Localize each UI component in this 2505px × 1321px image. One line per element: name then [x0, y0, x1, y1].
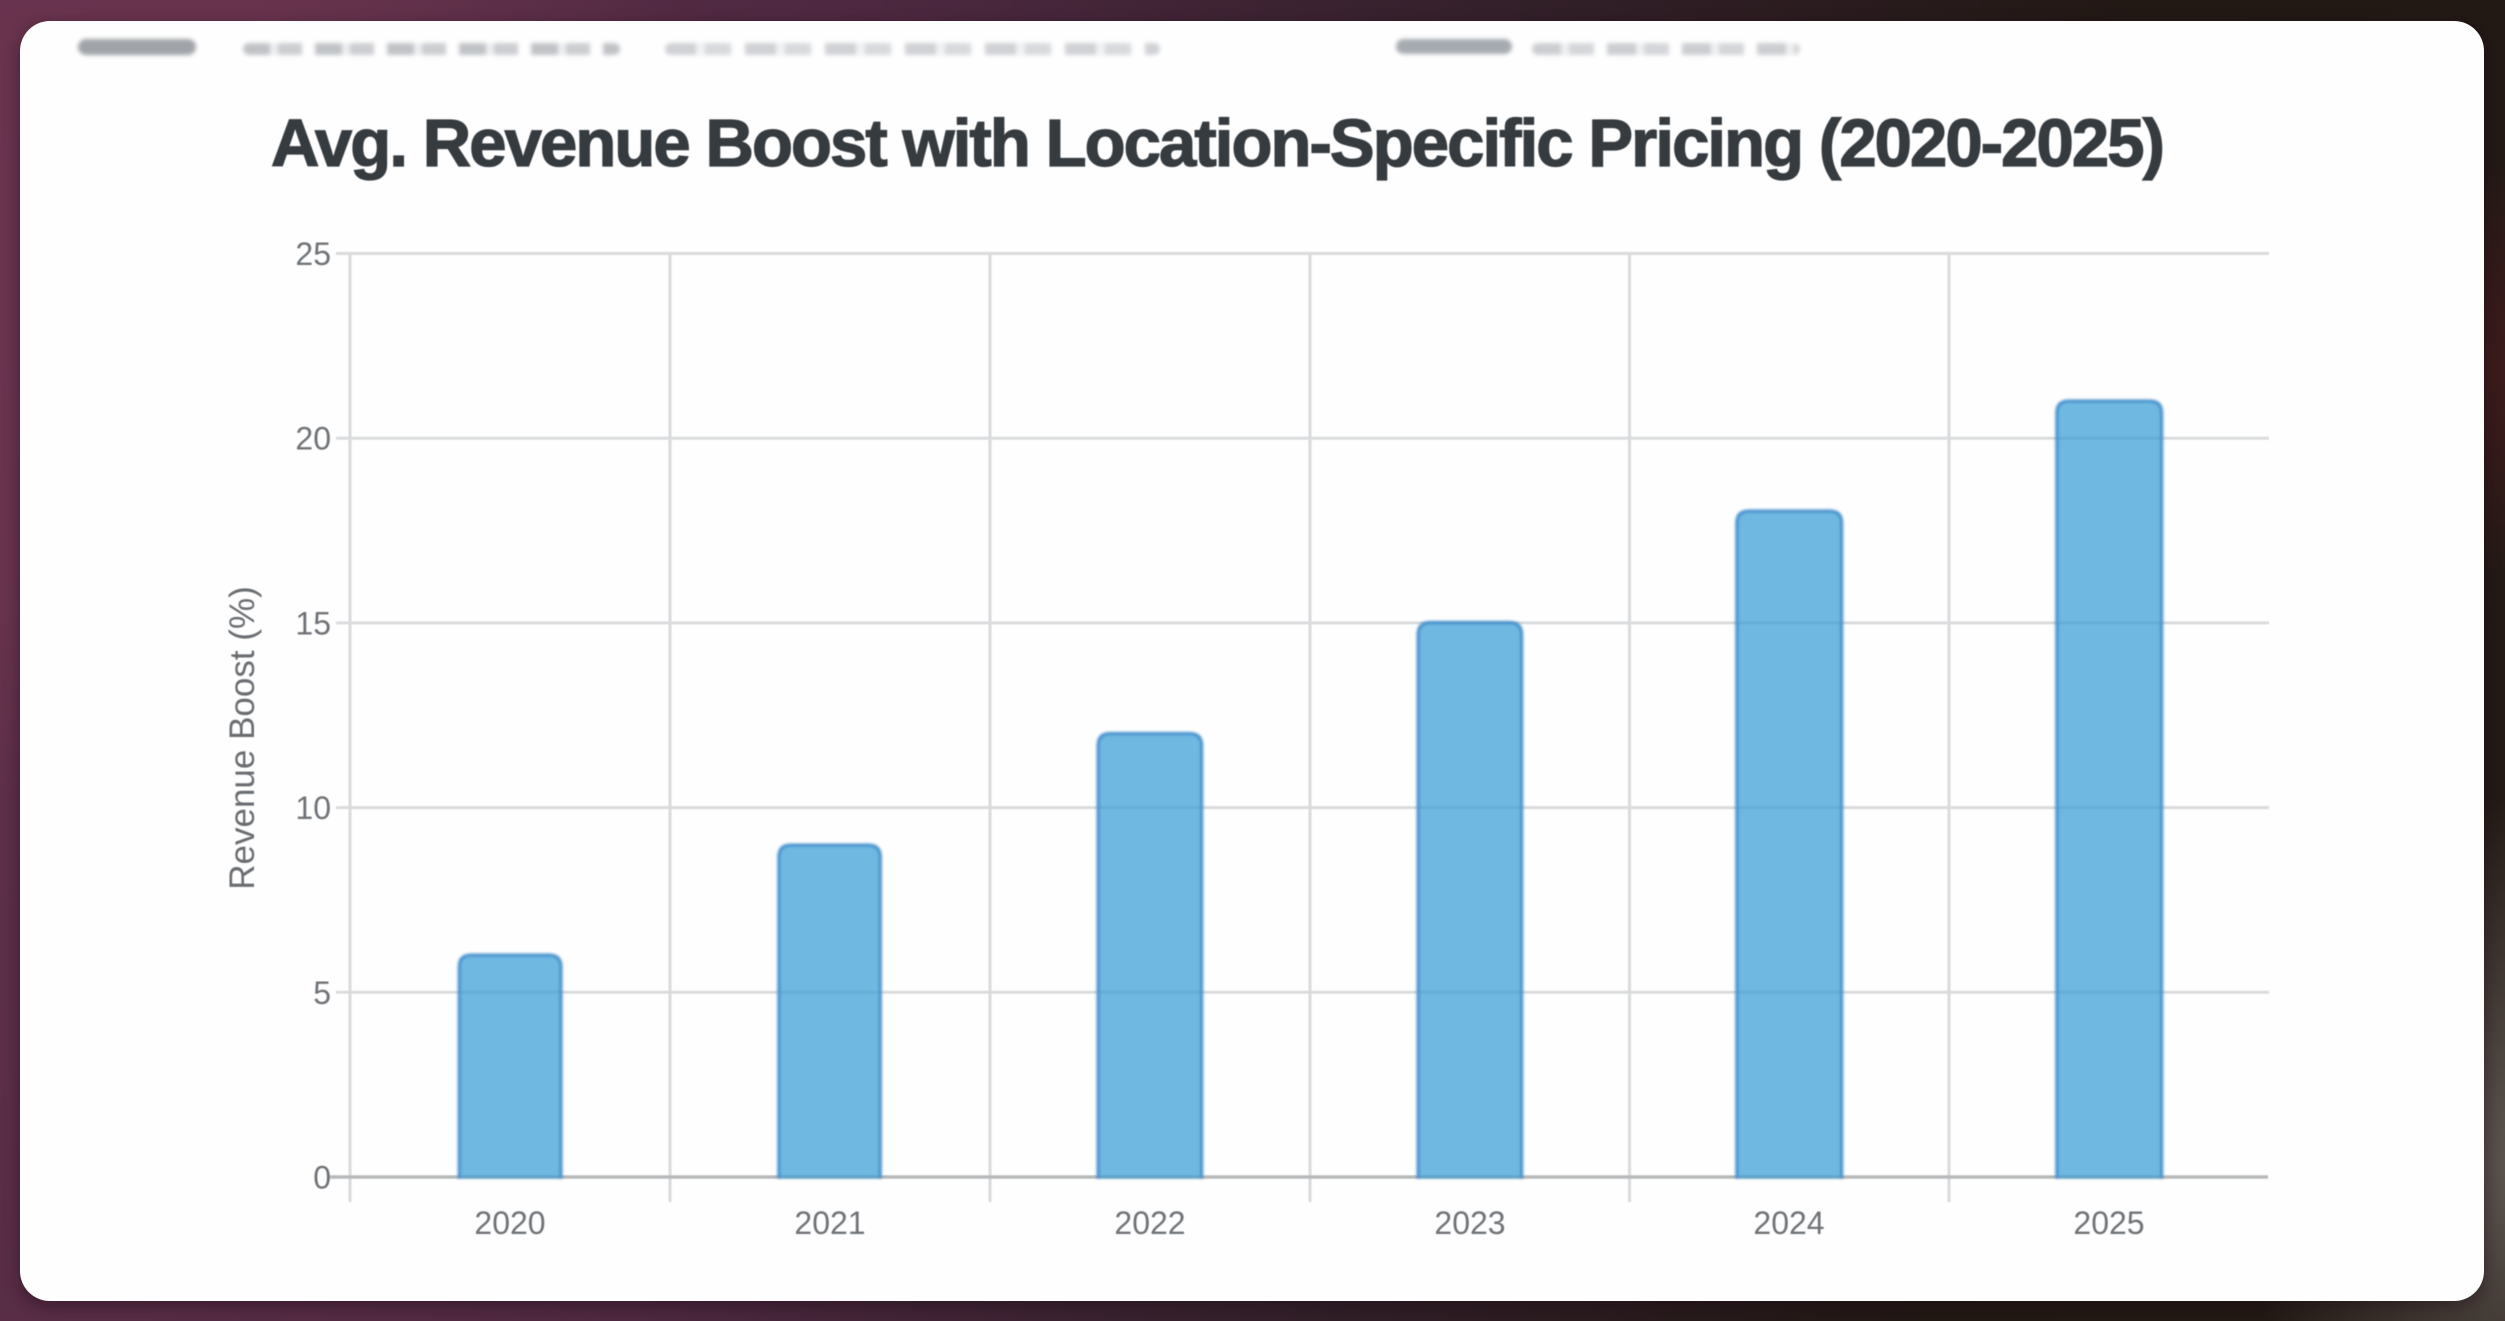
svg-text:5: 5	[313, 975, 331, 1011]
svg-text:20: 20	[295, 421, 331, 457]
svg-text:2024: 2024	[1753, 1205, 1824, 1241]
svg-text:Avg. Revenue Boost with Locati: Avg. Revenue Boost with Location-Specifi…	[271, 106, 2163, 181]
svg-text:2025: 2025	[2073, 1205, 2144, 1241]
svg-text:15: 15	[295, 605, 331, 641]
svg-text:2021: 2021	[794, 1205, 865, 1241]
svg-text:Revenue Boost (%): Revenue Boost (%)	[223, 586, 262, 889]
svg-text:10: 10	[295, 790, 331, 826]
svg-text:25: 25	[295, 236, 331, 272]
svg-text:2020: 2020	[474, 1205, 545, 1241]
svg-text:2023: 2023	[1434, 1205, 1505, 1241]
svg-text:2022: 2022	[1114, 1205, 1185, 1241]
svg-text:0: 0	[313, 1160, 331, 1196]
